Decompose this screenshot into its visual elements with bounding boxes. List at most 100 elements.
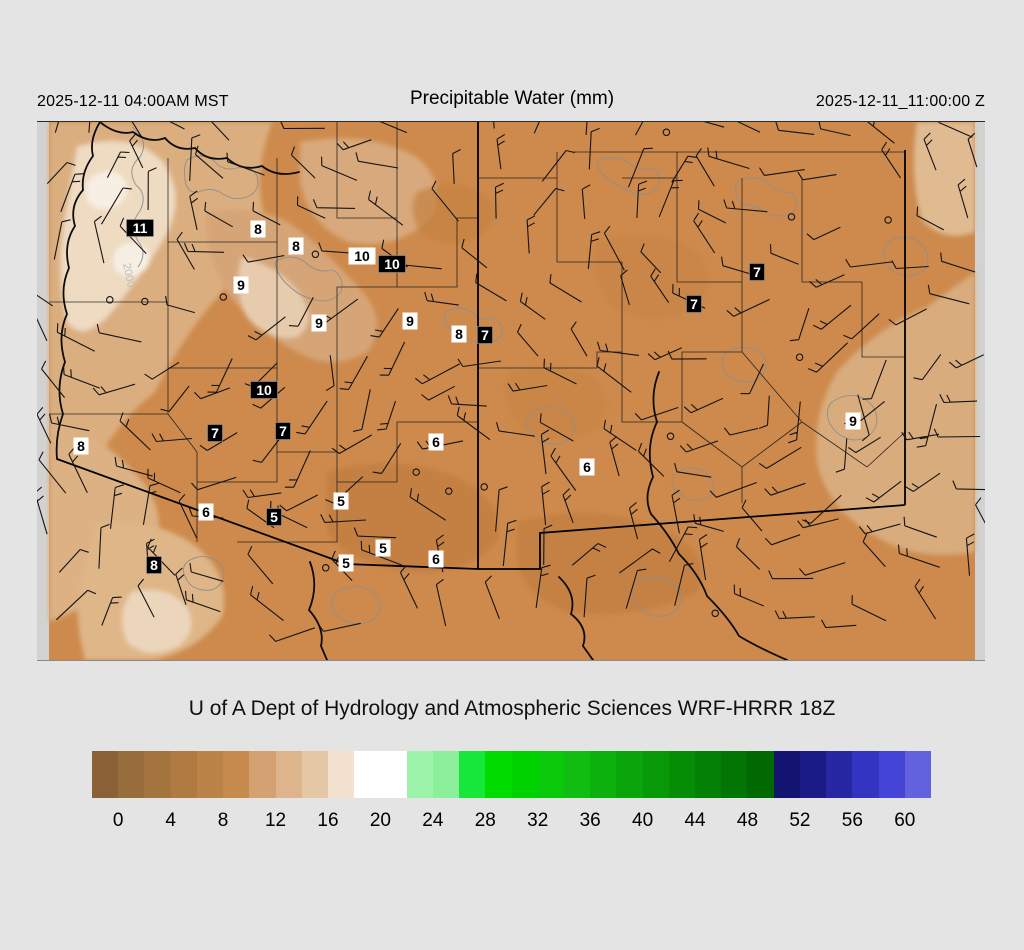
- colorbar-segment: [354, 751, 381, 798]
- svg-text:6: 6: [432, 551, 440, 567]
- pw-value-label: 7: [207, 424, 223, 442]
- colorbar-segment: [747, 751, 774, 798]
- svg-text:7: 7: [481, 327, 489, 343]
- colorbar-tick: 12: [264, 810, 287, 831]
- svg-text:7: 7: [279, 423, 287, 439]
- pw-value-label: 9: [311, 314, 327, 332]
- svg-text:8: 8: [150, 557, 158, 573]
- svg-text:8: 8: [455, 326, 463, 342]
- colorbar-segment: [92, 751, 119, 798]
- pw-value-label: 8: [73, 437, 89, 455]
- svg-text:10: 10: [354, 248, 370, 264]
- colorbar-tick: 28: [474, 810, 496, 831]
- pw-value-label: 11: [126, 219, 154, 237]
- colorbar-segment: [118, 751, 145, 798]
- colorbar-segment: [249, 751, 276, 798]
- rivers: [55, 122, 788, 660]
- colorbar-segment: [537, 751, 564, 798]
- svg-text:8: 8: [292, 238, 300, 254]
- pw-value-label: 6: [198, 503, 214, 521]
- colorbar-tick: 16: [317, 810, 339, 831]
- svg-text:5: 5: [342, 555, 350, 571]
- pw-value-label: 10: [348, 247, 376, 265]
- pw-value-label: 5: [333, 492, 349, 510]
- colorbar-segment: [511, 751, 538, 798]
- colorbar-tick: 60: [894, 810, 916, 831]
- pw-value-label: 7: [686, 295, 702, 313]
- colorbar-segment: [196, 751, 224, 798]
- colorbar-segment: [459, 751, 486, 798]
- colorbar-segment: [275, 751, 302, 798]
- pw-value-label: 6: [428, 550, 444, 568]
- pw-value-label: 8: [250, 220, 266, 238]
- svg-text:7: 7: [753, 264, 761, 280]
- colorbar-tick: 56: [841, 810, 863, 831]
- svg-text:10: 10: [256, 382, 272, 398]
- pw-value-label: 9: [402, 312, 418, 330]
- colorbar-segment: [380, 751, 407, 798]
- colorbar-segment: [668, 751, 696, 798]
- pw-value-label: 5: [338, 554, 354, 572]
- colorbar-tick: 4: [165, 810, 176, 831]
- pw-value-label: 7: [275, 422, 291, 440]
- colorbar-segment: [432, 751, 460, 798]
- svg-text:6: 6: [202, 504, 210, 520]
- pw-value-label: 9: [233, 276, 249, 294]
- colorbar-segment: [878, 751, 905, 798]
- attribution-caption: U of A Dept of Hydrology and Atmospheric…: [188, 697, 836, 720]
- colorbar-segment: [563, 751, 591, 798]
- svg-text:8: 8: [77, 438, 85, 454]
- pw-value-label: 9: [845, 412, 861, 430]
- pw-shading-patches: [49, 122, 975, 660]
- svg-text:7: 7: [690, 296, 698, 312]
- pw-value-label: 6: [579, 458, 595, 476]
- svg-text:7: 7: [211, 425, 219, 441]
- svg-text:6: 6: [583, 459, 591, 475]
- svg-text:6: 6: [432, 434, 440, 450]
- colorbar-segment: [485, 751, 512, 798]
- colorbar-segment: [695, 751, 722, 798]
- svg-text:9: 9: [406, 313, 414, 329]
- colorbar-tick: 44: [684, 810, 706, 831]
- pw-value-label: 6: [428, 433, 444, 451]
- colorbar-segment: [799, 751, 827, 798]
- elevation-contour-label: 2000: [120, 262, 137, 288]
- colorbar-segment: [223, 751, 250, 798]
- colorbar-segment: [590, 751, 617, 798]
- pw-value-label: 8: [451, 325, 467, 343]
- colorbar-segment: [852, 751, 879, 798]
- colorbar-tick: 20: [369, 810, 391, 831]
- plot-title: Precipitable Water (mm): [409, 88, 615, 109]
- svg-text:8: 8: [254, 221, 262, 237]
- colorbar-tick: 0: [112, 810, 124, 831]
- colorbar-tick: 36: [579, 810, 601, 831]
- weather-map: 2000 11 8 8 10 10 9 9 9 8 7 7 7 10 8 7 7 6 6 9 5 6 5 8 5 5 6: [37, 121, 985, 661]
- weather-map-canvas: 2000 11 8 8 10 10 9 9 9 8 7 7 7 10 8 7 7 6 6 9 5 6 5 8 5 5 6: [37, 122, 985, 660]
- colorbar-tick: 52: [789, 810, 811, 831]
- pw-value-label: 8: [146, 556, 162, 574]
- colorbar-segment: [406, 751, 433, 798]
- svg-text:5: 5: [337, 493, 345, 509]
- colorbar-segment: [170, 751, 197, 798]
- colorbar-segment: [773, 751, 800, 798]
- colorbar-tick-labels: 0 4 8 12 16 20 24 28 32 36 40 44 48 52 56 60: [92, 810, 931, 836]
- colorbar-segment: [721, 751, 748, 798]
- svg-text:11: 11: [133, 220, 148, 236]
- valid-time-utc: 2025-12-11_11:00:00 Z: [815, 93, 985, 110]
- colorbar-tick: 32: [527, 810, 549, 831]
- colorbar-tick: 8: [217, 810, 229, 831]
- colorbar-segment: [144, 751, 171, 798]
- svg-text:9: 9: [237, 277, 245, 293]
- colorbar-segment: [904, 751, 931, 798]
- svg-text:5: 5: [379, 540, 387, 556]
- svg-text:10: 10: [384, 256, 400, 272]
- svg-text:9: 9: [315, 315, 323, 331]
- colorbar-segment: [301, 751, 328, 798]
- colorbar-tick: 40: [632, 810, 654, 831]
- colorbar-segment: [642, 751, 669, 798]
- pw-value-label: 7: [477, 326, 493, 344]
- pw-value-label: 10: [250, 381, 278, 399]
- svg-text:9: 9: [849, 413, 857, 429]
- colorbar-tick: 48: [736, 810, 759, 831]
- valid-time-local: 2025-12-11 04:00AM MST: [37, 93, 229, 110]
